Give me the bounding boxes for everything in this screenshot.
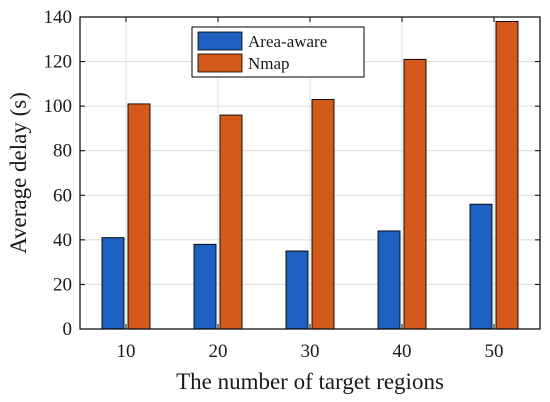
bar-area-aware-40 <box>377 230 401 330</box>
bar-area-aware-20 <box>193 243 217 330</box>
legend-swatch-nmap <box>197 53 243 73</box>
y-tick-label: 120 <box>44 52 73 73</box>
legend: Area-aware Nmap <box>191 26 365 78</box>
x-tick-label: 50 <box>485 341 504 362</box>
y-tick-label: 0 <box>63 319 73 340</box>
x-tick-label: 20 <box>209 341 228 362</box>
x-tick-label: 30 <box>301 341 320 362</box>
legend-label-nmap: Nmap <box>248 54 290 73</box>
bar-nmap-20 <box>219 114 243 330</box>
bar-nmap-40 <box>403 58 427 330</box>
y-tick-label: 140 <box>44 7 73 28</box>
y-tick-label: 60 <box>53 185 72 206</box>
legend-swatch-area-aware <box>197 31 243 51</box>
bar-nmap-50 <box>495 21 519 330</box>
y-tick-label: 80 <box>53 141 72 162</box>
bar-nmap-10 <box>127 103 151 330</box>
x-tick-label: 40 <box>393 341 412 362</box>
bar-area-aware-10 <box>101 237 125 330</box>
bar-area-aware-30 <box>285 250 309 330</box>
legend-label-area-aware: Area-aware <box>248 32 327 51</box>
y-axis-title: Average delay (s) <box>6 92 31 254</box>
y-tick-label: 20 <box>53 274 72 295</box>
x-axis-title: The number of target regions <box>176 369 444 394</box>
x-tick-label: 10 <box>117 341 136 362</box>
bar-area-aware-50 <box>469 203 493 330</box>
ticks-layer: 0 20 40 60 80 100 120 140 10 20 30 40 50 <box>44 7 540 362</box>
bar-nmap-30 <box>311 99 335 330</box>
y-tick-label: 40 <box>53 230 72 251</box>
y-tick-label: 100 <box>44 96 73 117</box>
